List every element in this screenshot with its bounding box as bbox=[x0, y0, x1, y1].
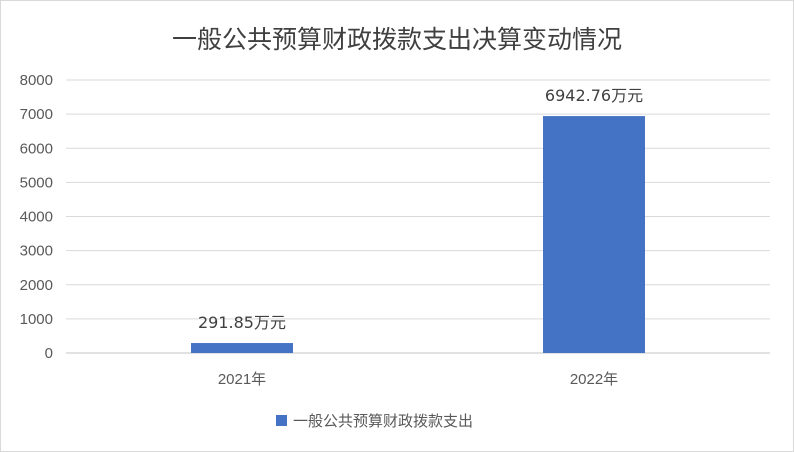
y-tick-label: 0 bbox=[45, 345, 53, 362]
x-axis-ticks: 2021年 2022年 bbox=[218, 371, 618, 388]
y-tick-label: 6000 bbox=[20, 140, 53, 157]
bar bbox=[191, 343, 293, 353]
x-tick-label: 2022年 bbox=[570, 371, 618, 388]
x-tick-label: 2021年 bbox=[218, 371, 266, 388]
legend-label: 一般公共预算财政拨款支出 bbox=[293, 412, 473, 430]
chart-title: 一般公共预算财政拨款支出决算变动情况 bbox=[172, 25, 622, 54]
y-tick-label: 3000 bbox=[20, 243, 53, 260]
y-tick-label: 4000 bbox=[20, 209, 53, 226]
data-label: 6942.76万元 bbox=[545, 86, 643, 105]
y-tick-label: 2000 bbox=[20, 277, 53, 294]
gridlines bbox=[66, 79, 770, 354]
data-label: 291.85万元 bbox=[198, 313, 286, 332]
y-axis-ticks: 0 1000 2000 3000 4000 5000 6000 7000 8000 bbox=[20, 72, 53, 362]
y-tick-label: 1000 bbox=[20, 311, 53, 328]
y-tick-label: 5000 bbox=[20, 174, 53, 191]
bar bbox=[543, 116, 645, 354]
y-tick-label: 8000 bbox=[20, 72, 53, 89]
legend: 一般公共预算财政拨款支出 bbox=[276, 412, 473, 430]
legend-swatch bbox=[276, 415, 287, 426]
bars: 291.85万元 6942.76万元 bbox=[191, 86, 645, 354]
y-tick-label: 7000 bbox=[20, 106, 53, 123]
